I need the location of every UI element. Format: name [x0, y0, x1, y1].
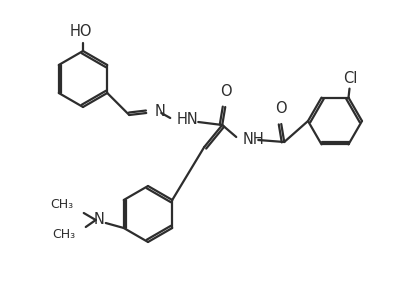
Text: N: N	[93, 212, 104, 227]
Text: Cl: Cl	[343, 71, 358, 86]
Text: O: O	[276, 101, 287, 116]
Text: NH: NH	[242, 131, 264, 147]
Text: HO: HO	[70, 24, 92, 39]
Text: HN: HN	[176, 112, 198, 127]
Text: CH₃: CH₃	[51, 199, 74, 212]
Text: O: O	[220, 84, 232, 99]
Text: N: N	[154, 105, 165, 119]
Text: CH₃: CH₃	[53, 229, 76, 242]
